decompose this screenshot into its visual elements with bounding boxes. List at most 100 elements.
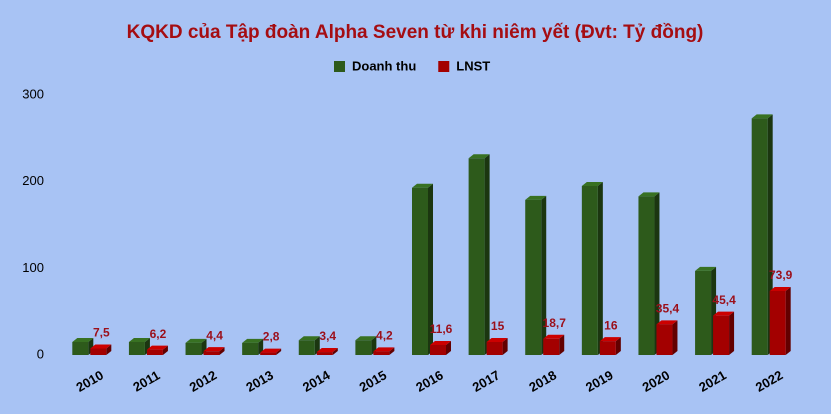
bar-face [373,351,390,355]
data-label: 7,5 [93,326,110,340]
bar [185,338,207,355]
bar-face [541,195,547,355]
bar-face [713,311,735,316]
bar-face [72,338,94,342]
bar-face [695,266,717,271]
bar [90,344,112,355]
bar-face [146,349,163,355]
data-label: 35,4 [656,301,680,315]
y-tick-label: 0 [37,346,44,361]
bar-face [729,311,735,355]
bar-face [185,342,202,355]
bar-face [298,340,315,355]
bar-face [638,192,660,197]
bar [412,183,433,355]
bar-face [298,336,320,341]
bar-face [486,342,503,355]
bar [751,114,773,356]
bar-face [672,320,678,355]
bar-face [428,183,433,355]
bar-face [769,286,791,291]
chart-title: KQKD của Tập đoàn Alpha Seven từ khi niê… [127,22,704,43]
bar-face [525,199,542,355]
bar [695,266,717,355]
bar-face [72,342,89,355]
bar-face [695,270,712,355]
bar-face [355,340,372,355]
bar-face [389,347,395,355]
bar [468,154,490,355]
bar [316,348,338,355]
bar-face [128,342,145,355]
bar [543,334,565,355]
bar-face [654,192,660,355]
bar-face [486,338,508,342]
bar-face [543,338,560,355]
bar-face [525,195,547,200]
bar [525,195,547,355]
bar [242,338,264,355]
bar-face [128,338,150,342]
bar-face [446,340,451,355]
bar [298,336,320,355]
bar [373,347,395,355]
y-tick-label: 200 [22,173,44,188]
data-label: 73,9 [769,268,793,282]
bar-face [599,341,616,355]
legend-swatch [334,61,345,72]
bar-face [242,338,264,343]
bar [128,338,150,355]
bar-face [656,320,678,325]
bar-face [412,183,433,188]
bar-face [90,344,112,349]
bar [203,347,225,355]
bar-face [751,114,773,119]
bar-face [106,344,112,355]
bar-face [203,347,225,352]
legend-label: LNST [456,58,490,73]
bar-face [203,351,220,355]
bar-face [260,352,277,355]
bar-face [785,286,791,355]
bar-face [316,348,338,353]
bar [713,311,735,355]
bar [599,337,621,355]
bar-face [412,187,428,355]
bar-face [146,345,168,350]
bar-face [430,340,451,345]
bar-face [656,324,673,355]
bar [430,340,451,355]
y-tick-label: 300 [22,86,44,101]
bar [769,286,791,355]
data-label: 3,4 [319,329,336,343]
bar-face [484,154,490,355]
bar-face [615,337,621,355]
bar-face [162,345,168,355]
bar-face [314,336,320,355]
legend-swatch [438,61,450,72]
bar-face [316,352,333,355]
bar [72,338,94,355]
data-label: 16 [604,318,618,332]
bar-face [502,338,508,355]
bar-face [751,118,768,356]
bar-face [638,196,655,355]
bar-face [430,344,446,355]
bar [146,345,168,355]
bar [656,320,678,355]
bar [486,338,508,355]
bar-face [543,334,565,339]
data-label: 18,7 [543,316,567,330]
bar-face [597,182,603,355]
data-label: 45,4 [712,293,736,307]
bar-face [559,334,565,355]
bar-face [581,186,598,355]
bar-face [260,348,282,353]
bar-face [276,348,282,355]
bar-face [90,348,107,355]
bar [355,336,377,355]
bar [638,192,660,355]
bar-face [468,158,485,355]
data-label: 11,6 [430,322,453,336]
